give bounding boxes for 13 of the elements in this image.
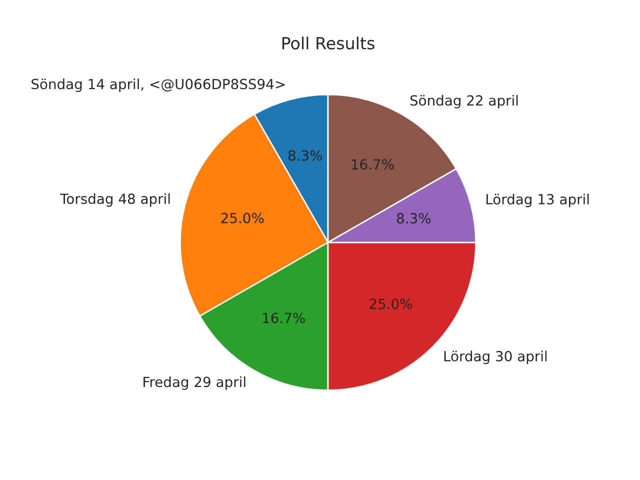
- data-label: 25.0%: [221, 212, 264, 224]
- slice-label: Söndag 14 april, <@U066DP8SS94>: [32, 78, 285, 92]
- data-label: 8.3%: [397, 213, 431, 224]
- slice-label: Torsdag 48 april: [60, 193, 170, 207]
- slice-label: Lördag 30 april: [444, 350, 547, 364]
- data-label: 16.7%: [352, 159, 394, 170]
- data-label: 25.0%: [370, 298, 412, 310]
- data-label: 16.7%: [263, 312, 305, 324]
- slice-label: Lördag 13 april: [486, 194, 589, 208]
- slice-label: Söndag 22 april: [410, 94, 518, 108]
- slice-label: Fredag 29 april: [144, 376, 246, 390]
- chart-title: Poll Results: [282, 36, 374, 50]
- data-label: 8.3%: [288, 150, 322, 161]
